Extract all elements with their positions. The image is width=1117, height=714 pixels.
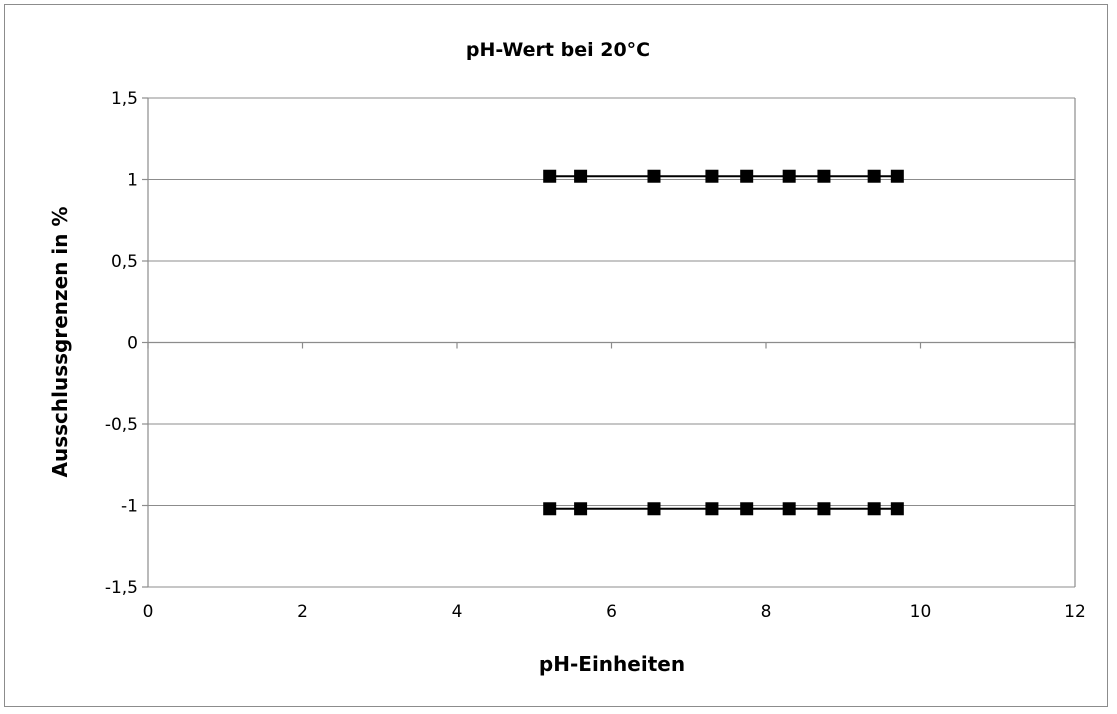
- data-point: [740, 502, 754, 516]
- x-tick-label: 10: [910, 602, 932, 622]
- data-point: [647, 169, 661, 183]
- y-tick-label: 1,5: [111, 89, 138, 109]
- grid-layer: [148, 97, 1075, 588]
- x-tick-label: 8: [761, 602, 772, 622]
- chart-title: pH-Wert bei 20°C: [466, 39, 650, 61]
- y-tick-label: 1: [127, 171, 138, 191]
- data-point: [574, 169, 588, 183]
- data-point: [543, 169, 557, 183]
- data-point: [782, 169, 796, 183]
- x-tick-label: 6: [606, 602, 617, 622]
- data-point: [817, 169, 831, 183]
- y-tick-label: 0,5: [111, 252, 138, 272]
- data-point: [817, 502, 831, 516]
- chart-frame: [4, 4, 1108, 707]
- x-axis-label: pH-Einheiten: [539, 652, 685, 676]
- y-tick-label: -1,5: [105, 578, 138, 598]
- y-tick-label: -0,5: [105, 415, 138, 435]
- y-tick-label: 0: [127, 334, 138, 354]
- x-tick-label: 4: [452, 602, 463, 622]
- series-layer: [543, 169, 904, 516]
- data-point: [705, 169, 719, 183]
- x-tick-label: 12: [1064, 602, 1086, 622]
- data-point: [782, 502, 796, 516]
- data-point: [647, 502, 661, 516]
- x-tick-label: 0: [143, 602, 154, 622]
- data-point: [890, 169, 904, 183]
- data-point: [740, 169, 754, 183]
- data-point: [543, 502, 557, 516]
- data-point: [705, 502, 719, 516]
- axis-layer: [142, 97, 1076, 588]
- y-tick-label: -1: [121, 497, 138, 517]
- data-point: [867, 502, 881, 516]
- tick-label-layer: 1,510,50-0,5-1-1,50 2 4 6 8 10 12: [105, 89, 1086, 622]
- data-point: [574, 502, 588, 516]
- x-tick-label: 2: [297, 602, 308, 622]
- y-axis-label: Ausschlussgrenzen in %: [48, 206, 72, 477]
- data-point: [890, 502, 904, 516]
- data-point: [867, 169, 881, 183]
